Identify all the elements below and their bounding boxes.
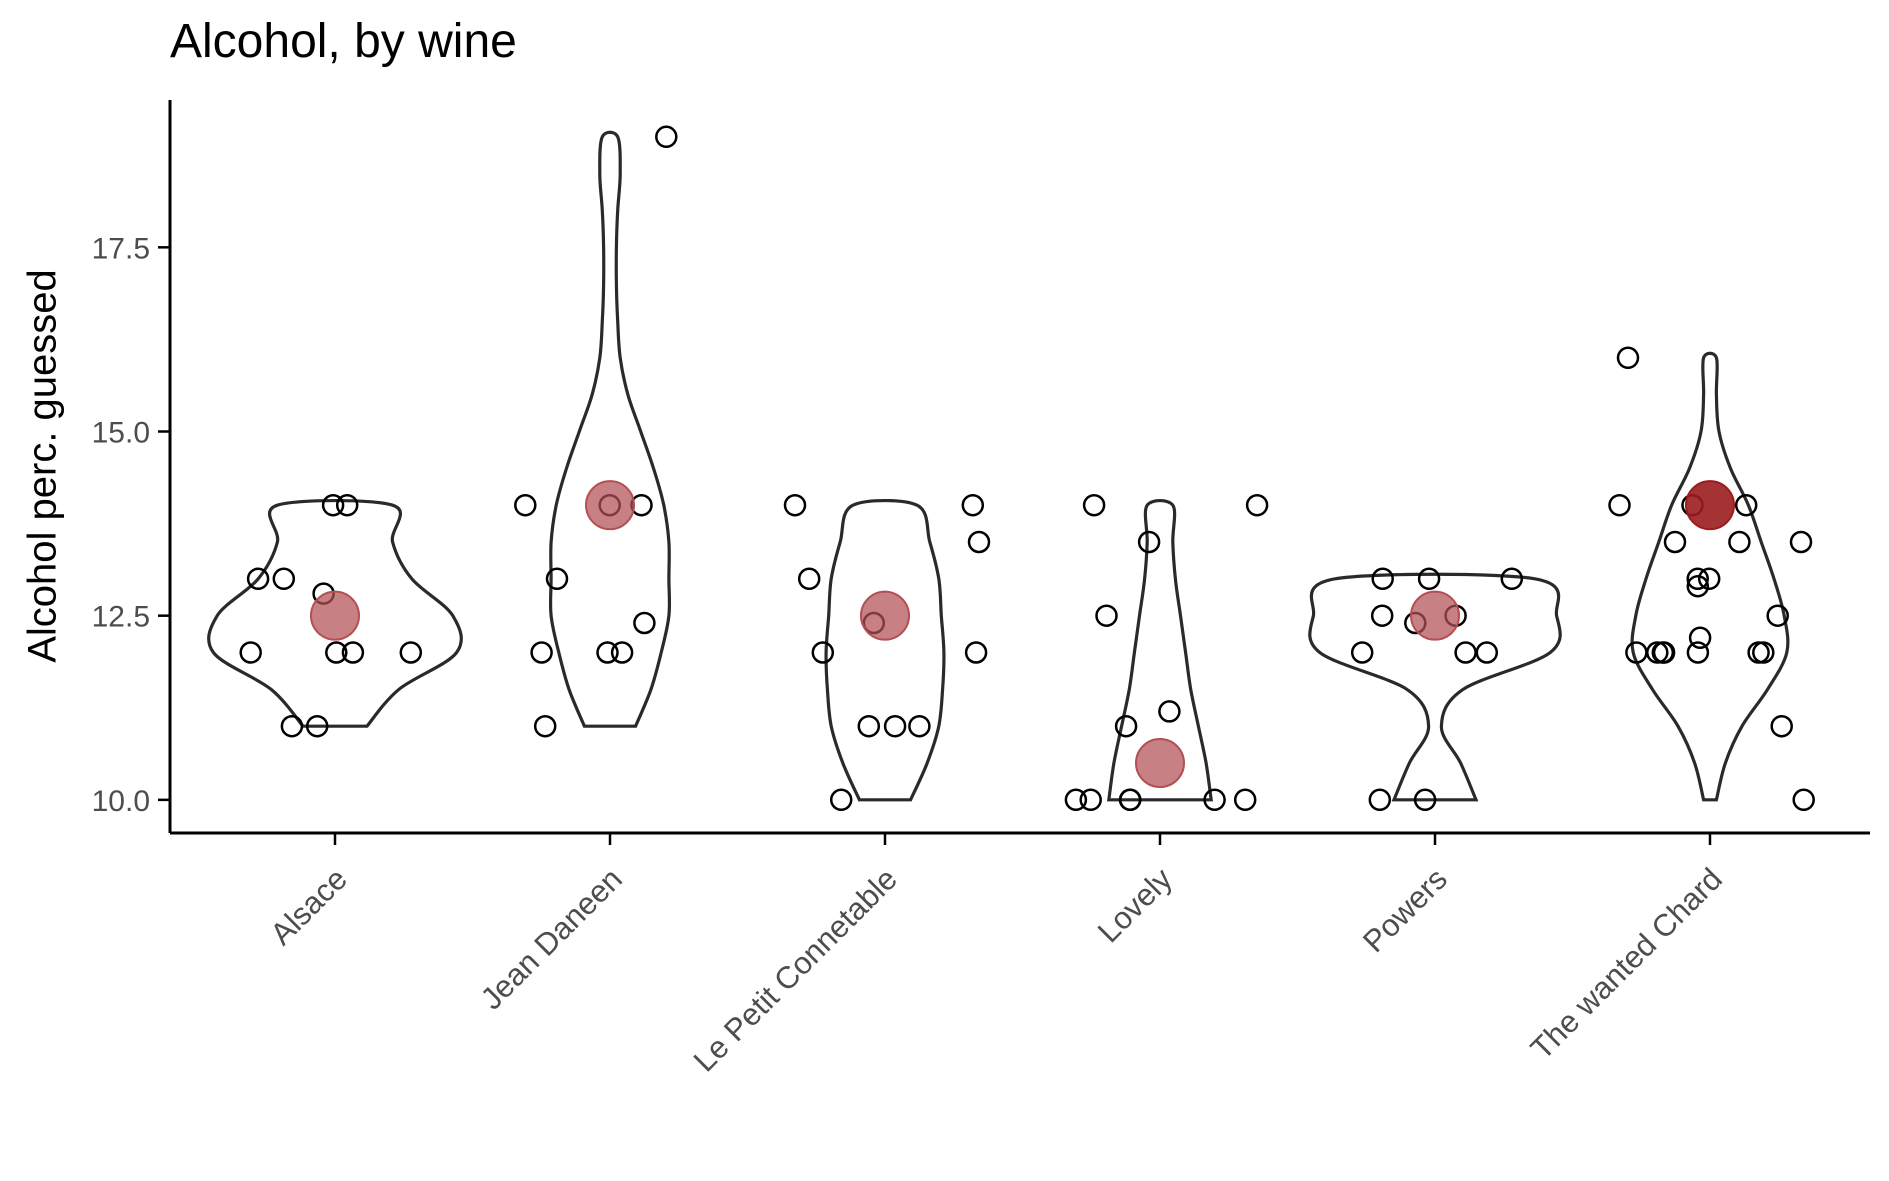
data-point — [1233, 788, 1257, 812]
data-point — [596, 641, 619, 664]
data-point — [1770, 714, 1793, 738]
data-point — [545, 567, 569, 591]
data-point — [530, 641, 553, 664]
data-point — [655, 125, 678, 149]
x-tick-label: Lovely — [1091, 861, 1179, 949]
data-point — [1245, 493, 1269, 517]
points-layer — [239, 125, 1815, 812]
data-point — [1625, 641, 1648, 664]
data-point — [1064, 788, 1088, 812]
chart-title: Alcohol, by wine — [170, 15, 517, 68]
data-point — [1616, 346, 1640, 370]
data-point — [1203, 788, 1226, 812]
data-point — [1766, 604, 1789, 627]
data-point — [272, 567, 296, 591]
x-tick-label: Jean Daneen — [474, 861, 629, 1016]
axes-layer: 10.0 12.5 15.0 17.5 Alsace Jean Daneen Le Peti… — [92, 100, 1870, 1079]
data-point — [399, 641, 423, 664]
violin-le-petit-connetable — [824, 499, 946, 802]
violins-layer — [207, 130, 1790, 802]
y-tick-label: 17.5 — [92, 232, 150, 265]
data-point — [239, 641, 262, 664]
mean-point — [1685, 480, 1735, 531]
data-point — [1747, 641, 1770, 664]
means-layer — [310, 480, 1735, 789]
mean-point — [1410, 590, 1460, 641]
mean-point — [860, 590, 910, 641]
violin-powers — [1308, 572, 1562, 802]
data-point — [1728, 530, 1751, 554]
data-point — [325, 641, 348, 664]
data-point — [1734, 493, 1758, 517]
data-point — [829, 788, 853, 812]
data-point — [321, 493, 345, 517]
data-point — [633, 611, 656, 635]
data-point — [1608, 493, 1631, 517]
data-point — [610, 641, 634, 664]
data-point — [305, 714, 329, 738]
data-point — [1137, 530, 1161, 554]
data-point — [1158, 700, 1181, 723]
data-point — [1688, 626, 1712, 650]
data-point — [1118, 788, 1142, 812]
violin-lovely — [1106, 498, 1214, 802]
x-tick-label: The wanted Chard — [1524, 861, 1729, 1066]
mean-point — [585, 480, 635, 531]
x-tick-label: Le Petit Connetable — [687, 861, 904, 1078]
data-point — [1663, 530, 1687, 554]
data-point — [1082, 493, 1106, 517]
data-point — [1413, 788, 1437, 812]
data-point — [883, 714, 907, 738]
data-point — [961, 493, 985, 517]
data-point — [533, 714, 557, 738]
x-tick-label: Alsace — [263, 861, 354, 952]
mean-point — [310, 590, 360, 641]
data-point — [1500, 567, 1524, 591]
y-tick-label: 15.0 — [92, 417, 150, 450]
data-point — [1792, 788, 1815, 812]
mean-point — [1135, 738, 1185, 789]
data-point — [1789, 530, 1813, 554]
violin-alsace — [207, 498, 463, 728]
data-point — [908, 714, 931, 738]
data-point — [1114, 714, 1138, 738]
data-point — [1686, 574, 1710, 598]
data-point — [514, 493, 537, 517]
data-point — [1475, 641, 1499, 664]
data-point — [811, 641, 835, 664]
x-tick-label: Powers — [1356, 861, 1454, 959]
data-point — [280, 714, 304, 738]
y-tick-label: 10.0 — [92, 785, 150, 818]
data-point — [1368, 788, 1392, 812]
data-point — [783, 493, 807, 517]
data-point — [1371, 567, 1394, 591]
violin-the-wanted-chard — [1630, 351, 1790, 802]
data-point — [964, 641, 988, 664]
data-point — [1417, 567, 1441, 591]
data-point — [1686, 641, 1710, 664]
y-tick-label: 12.5 — [92, 601, 150, 634]
data-point — [857, 714, 881, 738]
data-point — [246, 567, 270, 591]
data-point — [967, 530, 991, 554]
data-point — [1095, 604, 1118, 627]
data-point — [1686, 567, 1709, 591]
data-point — [1079, 788, 1102, 812]
data-point — [1350, 641, 1374, 664]
data-point — [341, 641, 365, 664]
data-point — [1454, 641, 1477, 664]
violin-jean-daneen — [548, 130, 672, 728]
data-point — [335, 493, 359, 517]
data-point — [797, 567, 821, 591]
data-point — [1652, 641, 1676, 664]
data-point — [1697, 567, 1721, 591]
data-point — [1752, 641, 1775, 664]
data-point — [1370, 604, 1394, 627]
